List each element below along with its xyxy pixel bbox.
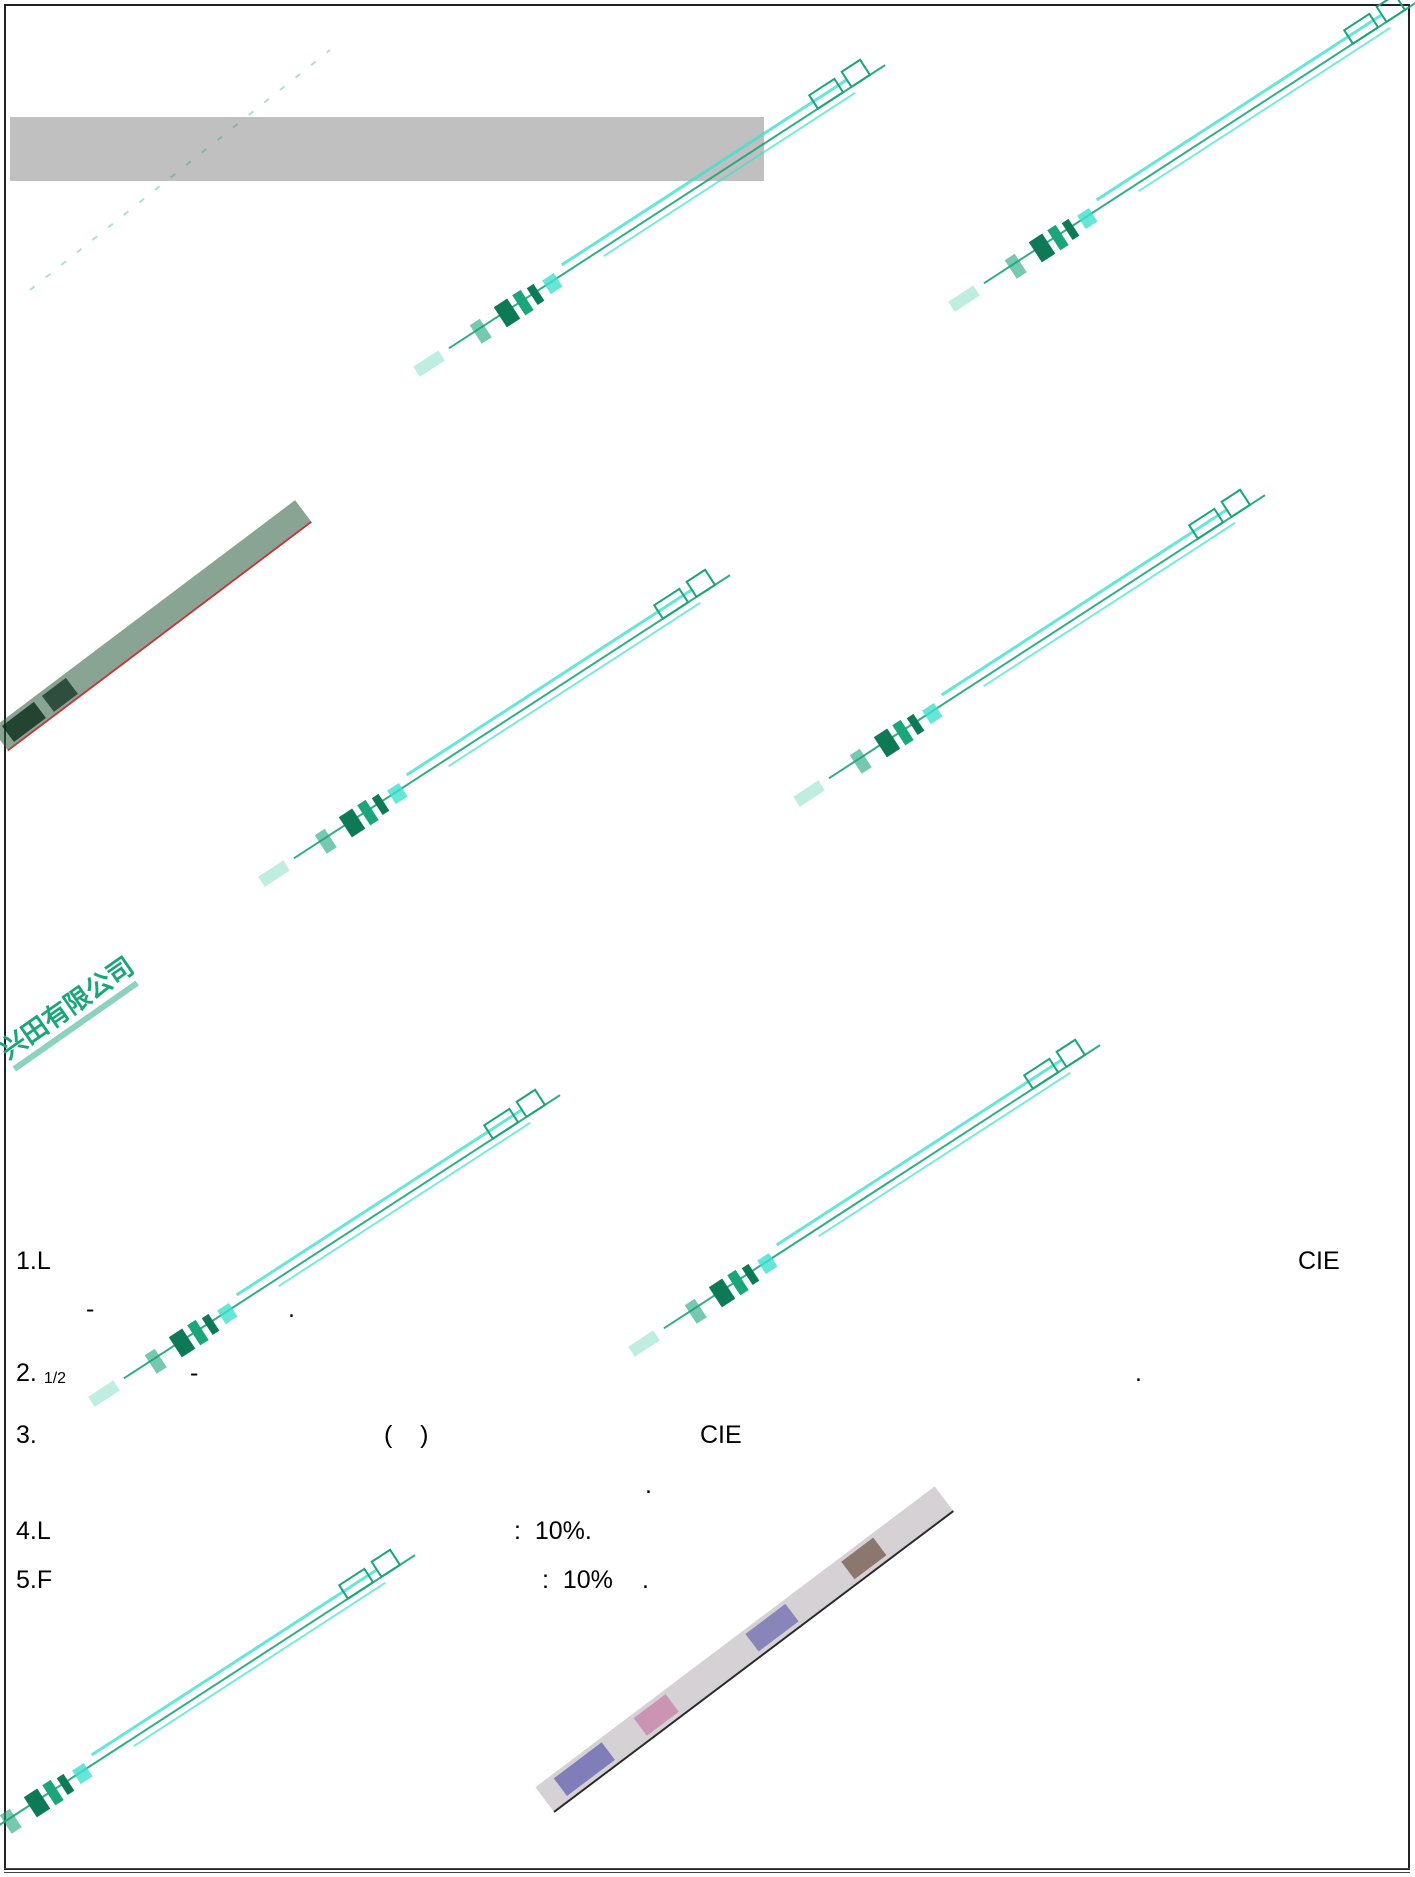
note-1-dot: . (288, 1295, 295, 1323)
note-5-dot: . (642, 1566, 649, 1594)
note-2: 2. 1/2 (16, 1358, 66, 1394)
note-5-value: : 10% (542, 1566, 613, 1594)
note-5-prefix: 5.F (16, 1566, 53, 1594)
note-2-dash: - (190, 1359, 199, 1387)
note-3-prefix: 3. (16, 1421, 37, 1449)
note-1-prefix: 1.L (16, 1247, 51, 1275)
page-frame (4, 4, 1410, 1870)
note-2-subscript: 1/2 (43, 1370, 67, 1387)
bottom-rule (4, 1868, 1410, 1873)
note-2-dot: . (1135, 1359, 1142, 1387)
note-2-prefix: 2. (16, 1359, 37, 1387)
header-bar (10, 117, 764, 181)
note-1-cie: CIE (1298, 1247, 1340, 1275)
note-3-cie: CIE (700, 1421, 742, 1449)
note-1-dash: - (86, 1295, 95, 1323)
note-3-parentheses: ( ) (384, 1421, 429, 1449)
note-4-prefix: 4.L (16, 1517, 51, 1545)
note-4-value: : 10%. (514, 1517, 592, 1545)
note-3-dot: . (645, 1471, 652, 1499)
